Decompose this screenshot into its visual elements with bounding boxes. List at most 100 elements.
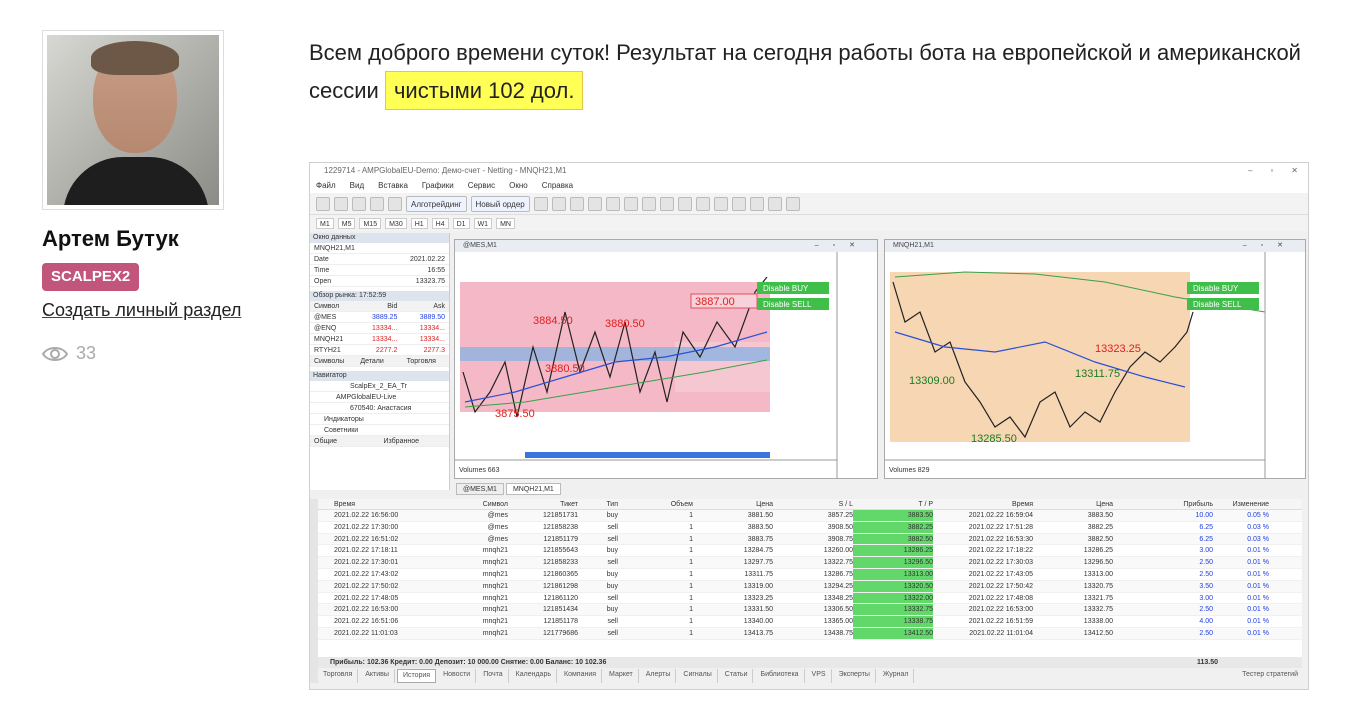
chart-shift-icon[interactable] — [659, 196, 674, 211]
tile-icon[interactable] — [623, 196, 638, 211]
line-chart-icon[interactable] — [569, 196, 584, 211]
market-watch-icon[interactable] — [352, 196, 366, 211]
toolbox-tab[interactable]: Библиотека — [755, 669, 805, 683]
col-header[interactable]: T / P — [853, 499, 933, 509]
toolbox-tab[interactable]: Активы — [360, 669, 395, 683]
nav-item[interactable]: Советники — [310, 425, 449, 436]
avatar[interactable] — [42, 30, 224, 210]
table-row[interactable]: 2021.02.22 16:56:00 @mes 121851731 buy 1 3881… — [318, 510, 1302, 522]
col-header[interactable]: Символ — [482, 501, 508, 508]
create-section-link[interactable]: Создать личный раздел — [42, 300, 242, 320]
col-header[interactable]: S / L — [838, 501, 853, 508]
menu-help[interactable]: Справка — [541, 181, 574, 190]
algo-trading-button[interactable]: Алготрейдинг — [406, 195, 467, 212]
nav-item[interactable]: ScalpEx_2_EA_Tr — [310, 381, 449, 392]
menu-view[interactable]: Вид — [349, 181, 365, 190]
mw-row[interactable]: MNQH21 13334... 13334... — [310, 334, 449, 345]
col-header[interactable]: Изменение — [1232, 501, 1269, 508]
profiles-icon[interactable] — [334, 196, 348, 211]
bars-icon[interactable] — [533, 196, 548, 211]
close-icon[interactable]: ✕ — [1291, 166, 1298, 175]
terminal-icon[interactable] — [388, 196, 402, 211]
text-icon[interactable] — [785, 196, 800, 211]
menu-charts[interactable]: Графики — [421, 181, 454, 190]
candles-icon[interactable] — [551, 196, 566, 211]
timeframe-m15[interactable]: M15 — [359, 217, 382, 229]
navigator-icon[interactable] — [370, 196, 384, 211]
timeframe-m5[interactable]: M5 — [337, 217, 356, 229]
mw-row[interactable]: RTYH21 2277.2 2277.3 — [310, 345, 449, 356]
toolbox-tab[interactable]: Почта — [478, 669, 509, 683]
chart-mnq[interactable]: MNQH21,M1 –▫✕ 13323.25 13311.75 13309.00 … — [884, 239, 1306, 479]
new-order-button[interactable]: Новый ордер — [470, 195, 530, 212]
toolbox-tab[interactable]: Календарь — [511, 669, 557, 683]
nav-item[interactable]: 670540: Анастасия — [310, 403, 449, 414]
zoom-in-icon[interactable] — [587, 196, 602, 211]
nav-item[interactable]: AMPGlobalEU-Live — [310, 392, 449, 403]
mw-row[interactable]: @ENQ 13334... 13334... — [310, 323, 449, 334]
disable-buy-button[interactable]: Disable BUY — [763, 284, 809, 293]
menu-file[interactable]: Файл — [316, 181, 336, 190]
nav-item[interactable]: Индикаторы — [310, 414, 449, 425]
toolbox-tab[interactable]: VPS — [807, 669, 832, 683]
tab-trading[interactable]: Торговля — [406, 358, 436, 365]
mw-row[interactable]: @MES 3889.25 3889.50 — [310, 312, 449, 323]
table-row[interactable]: 2021.02.22 16:51:06 mnqh21 121851178 sell 1 1… — [318, 616, 1302, 628]
disable-sell-button[interactable]: Disable SELL — [1193, 300, 1242, 309]
col-header[interactable]: Время — [334, 501, 356, 508]
disable-buy-button[interactable]: Disable BUY — [1193, 284, 1239, 293]
col-header[interactable]: Цена — [756, 501, 773, 508]
maximize-icon[interactable]: ▫ — [1270, 166, 1274, 175]
minimize-icon[interactable]: – — [1248, 166, 1253, 175]
menu-window[interactable]: Окно — [509, 181, 528, 190]
user-name[interactable]: Артем Бутук — [42, 226, 179, 251]
table-row[interactable]: 2021.02.22 16:51:02 @mes 121851179 sell 1 388… — [318, 533, 1302, 546]
strategy-tester-tab[interactable]: Тестер стратегий — [1242, 671, 1298, 678]
table-row[interactable]: 2021.02.22 17:48:05 mnqh21 121861120 sell 1 1… — [318, 592, 1302, 605]
timeframe-d1[interactable]: D1 — [452, 217, 470, 229]
col-header[interactable]: Тип — [606, 501, 618, 508]
menu-tools[interactable]: Сервис — [467, 181, 496, 190]
tab-favorites[interactable]: Избранное — [383, 438, 419, 445]
trendline-icon[interactable] — [749, 196, 764, 211]
toolbox-tab[interactable]: Компания — [559, 669, 603, 683]
table-row[interactable]: 2021.02.22 17:30:00 @mes 121858238 sell 1 388… — [318, 521, 1302, 534]
tab-details[interactable]: Детали — [360, 358, 384, 365]
timeframe-m1[interactable]: M1 — [316, 217, 334, 229]
crosshair-icon[interactable] — [695, 196, 710, 211]
disable-sell-button[interactable]: Disable SELL — [763, 300, 812, 309]
table-row[interactable]: 2021.02.22 17:18:11 mnqh21 121855643 buy 1 13… — [318, 545, 1302, 558]
zoom-out-icon[interactable] — [605, 196, 620, 211]
new-chart-icon[interactable] — [316, 196, 330, 211]
menu-insert[interactable]: Вставка — [378, 181, 408, 190]
timeframe-mn[interactable]: MN — [496, 217, 515, 229]
tab-symbols[interactable]: Символы — [314, 358, 345, 365]
fibo-icon[interactable] — [767, 196, 782, 211]
chart-tab-mnq[interactable]: MNQH21,M1 — [505, 483, 561, 495]
timeframe-w1[interactable]: W1 — [473, 217, 493, 229]
vertical-line-icon[interactable] — [713, 196, 728, 211]
cursor-icon[interactable] — [677, 196, 692, 211]
toolbox-tab[interactable]: Сигналы — [678, 669, 718, 683]
table-row[interactable]: 2021.02.22 11:01:03 mnqh21 121779686 sell 1 1… — [318, 627, 1302, 640]
table-row[interactable]: 2021.02.22 17:30:01 mnqh21 121858233 sell 1 1… — [318, 557, 1302, 569]
toolbox-tab[interactable]: Статьи — [720, 669, 754, 683]
autoscroll-icon[interactable] — [641, 196, 656, 211]
tab-general[interactable]: Общие — [314, 438, 338, 445]
table-row[interactable]: 2021.02.22 17:43:02 mnqh21 121860365 buy 1 13… — [318, 568, 1302, 581]
chart-mes[interactable]: @MES,M1 –▫✕ 3887.00 3884.50 3880.50 3880.… — [454, 239, 878, 479]
col-header[interactable]: Прибыль — [1183, 501, 1213, 508]
col-header[interactable]: Цена — [1096, 501, 1113, 508]
timeframe-h1[interactable]: H1 — [410, 217, 428, 229]
col-header[interactable]: Тикет — [560, 501, 578, 508]
table-row[interactable]: 2021.02.22 16:53:00 mnqh21 121851434 buy 1 13… — [318, 604, 1302, 617]
toolbox-tab[interactable]: Алерты — [641, 669, 677, 683]
col-header[interactable]: Время — [1011, 501, 1033, 508]
timeframe-m30[interactable]: M30 — [385, 217, 407, 229]
col-header[interactable]: Объем — [670, 501, 693, 508]
horizontal-line-icon[interactable] — [731, 196, 746, 211]
chart-tab-mes[interactable]: @MES,M1 — [456, 483, 504, 495]
toolbox-tab[interactable]: Журнал — [878, 669, 915, 683]
toolbox-tab[interactable]: Маркет — [604, 669, 639, 683]
timeframe-h4[interactable]: H4 — [431, 217, 449, 229]
